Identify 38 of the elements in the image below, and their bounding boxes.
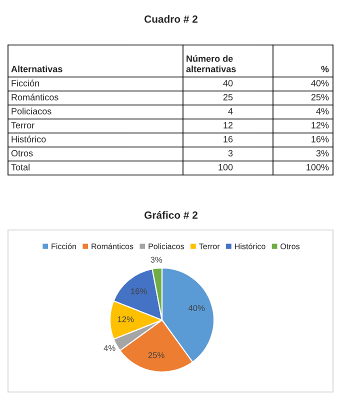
chart-title: Gráfico # 2 — [144, 211, 198, 219]
text: Ficción — [12, 80, 40, 86]
text: 12 — [224, 122, 233, 128]
text: 16 — [224, 136, 233, 142]
data-label: 16% — [131, 288, 147, 294]
text: 4% — [316, 108, 329, 114]
text: Alternativas — [11, 66, 62, 72]
text: % — [321, 66, 329, 72]
legend-label: Policiacos — [148, 243, 184, 250]
data-label: 3% — [150, 256, 162, 263]
text: 16% — [312, 136, 329, 142]
text: 3 — [228, 150, 233, 156]
legend-label: Histórico — [235, 243, 266, 250]
text: Terror — [11, 122, 34, 128]
text: 100% — [306, 164, 329, 170]
text: 40 — [223, 80, 233, 86]
text: 40% — [311, 80, 329, 86]
data-label: 12% — [118, 316, 134, 322]
text: 12% — [312, 122, 329, 128]
legend-label: Terror — [198, 244, 220, 250]
text: Policiacos — [12, 108, 52, 114]
text: 25% — [311, 94, 329, 100]
data-label: 25% — [148, 352, 164, 358]
text: 3% — [316, 150, 329, 156]
data-label: 40% — [188, 305, 205, 311]
text: Número de alternativas — [186, 55, 236, 72]
text: Románticos — [12, 94, 58, 100]
data-label: 4% — [104, 345, 116, 352]
text: Total — [11, 164, 30, 170]
text: 25 — [223, 94, 233, 100]
text: 100 — [218, 164, 233, 170]
text: Cuadro # 2 — [144, 15, 198, 23]
text: Histórico — [12, 136, 46, 142]
legend-label: Románticos — [92, 243, 134, 250]
text: 4 — [228, 108, 233, 114]
legend-label: Ficción — [52, 243, 76, 250]
text: Otros — [11, 150, 33, 156]
legend-label: Otros — [280, 244, 300, 250]
